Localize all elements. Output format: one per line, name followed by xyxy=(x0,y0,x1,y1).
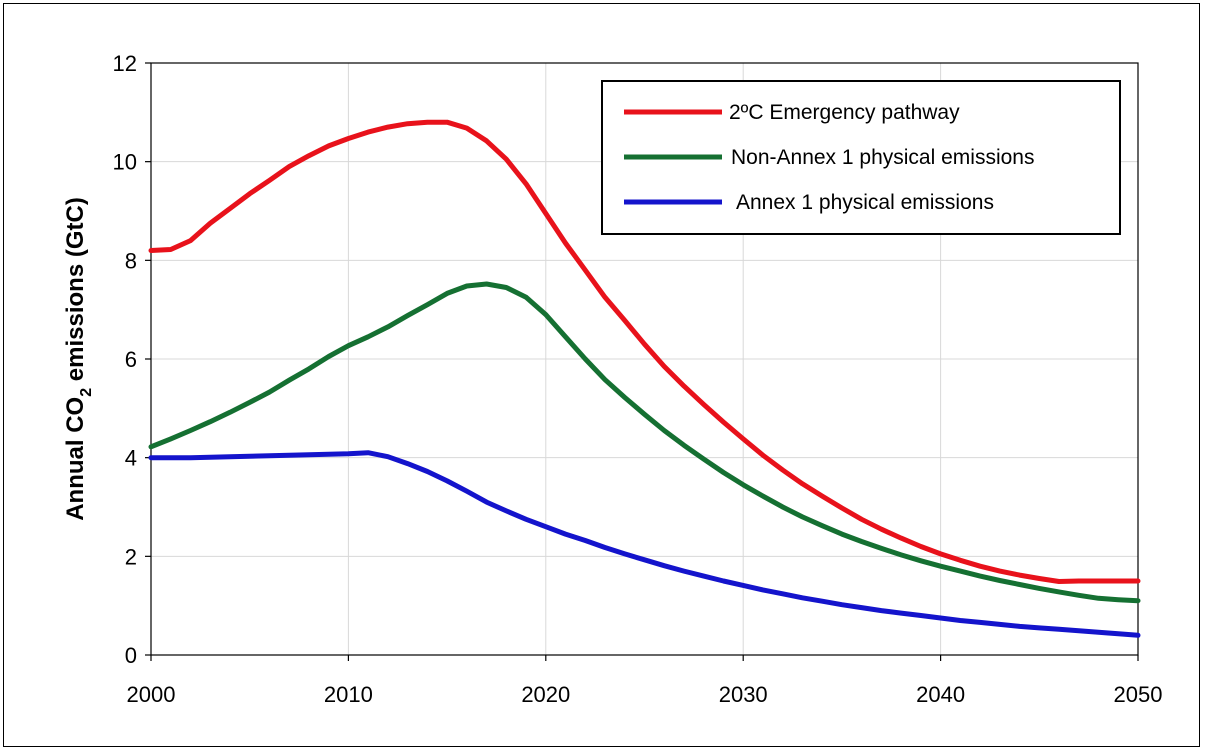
legend: 2ºC Emergency pathway Non-Annex 1 physica… xyxy=(601,80,1121,235)
series-line-2 xyxy=(148,450,1141,638)
x-tick-label: 2040 xyxy=(916,682,965,707)
x-tick-label: 2050 xyxy=(1114,682,1163,707)
y-tick-label: 2 xyxy=(125,544,137,569)
y-tick-label: 4 xyxy=(125,446,137,471)
x-tick-label: 2000 xyxy=(127,682,176,707)
y-axis-label: Annual CO2 emissions (GtC) xyxy=(62,197,95,521)
x-tick-label: 2030 xyxy=(719,682,768,707)
series-lines xyxy=(148,119,1141,638)
y-tick-label: 8 xyxy=(125,248,137,273)
series-line-1 xyxy=(148,281,1141,604)
y-tick-label: 10 xyxy=(113,150,137,175)
x-axis-ticks: 2000 2010 2020 2030 2040 2050 xyxy=(127,655,1163,707)
x-tick-label: 2010 xyxy=(324,682,373,707)
y-tick-label: 0 xyxy=(125,643,137,668)
y-tick-label: 6 xyxy=(125,347,137,372)
legend-label-0: 2ºC Emergency pathway xyxy=(729,101,960,124)
x-tick-label: 2020 xyxy=(521,682,570,707)
legend-label-2: Annex 1 physical emissions xyxy=(736,191,994,214)
y-axis-label-subscript: 2 xyxy=(78,388,95,397)
series-line-0 xyxy=(148,119,1141,584)
y-axis-ticks: 0 2 4 6 8 10 12 xyxy=(113,51,151,668)
y-tick-label: 12 xyxy=(113,51,137,76)
legend-items: 2ºC Emergency pathway Non-Annex 1 physica… xyxy=(624,101,1034,214)
legend-label-1: Non-Annex 1 physical emissions xyxy=(731,146,1034,169)
